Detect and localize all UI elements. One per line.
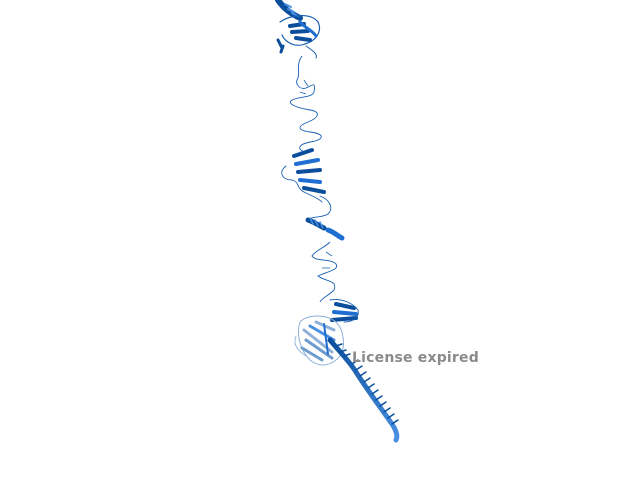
license-watermark: License expired	[352, 350, 479, 366]
middle-sheet-domain	[281, 148, 332, 221]
coil-linker-lower	[311, 241, 338, 303]
helix-pair-middle	[305, 217, 345, 241]
coil-linker-upper	[290, 55, 322, 153]
top-domain	[275, 0, 321, 59]
lower-globular-domain	[294, 315, 344, 366]
c-terminal-helix	[327, 337, 400, 443]
lower-sheet	[329, 299, 359, 323]
